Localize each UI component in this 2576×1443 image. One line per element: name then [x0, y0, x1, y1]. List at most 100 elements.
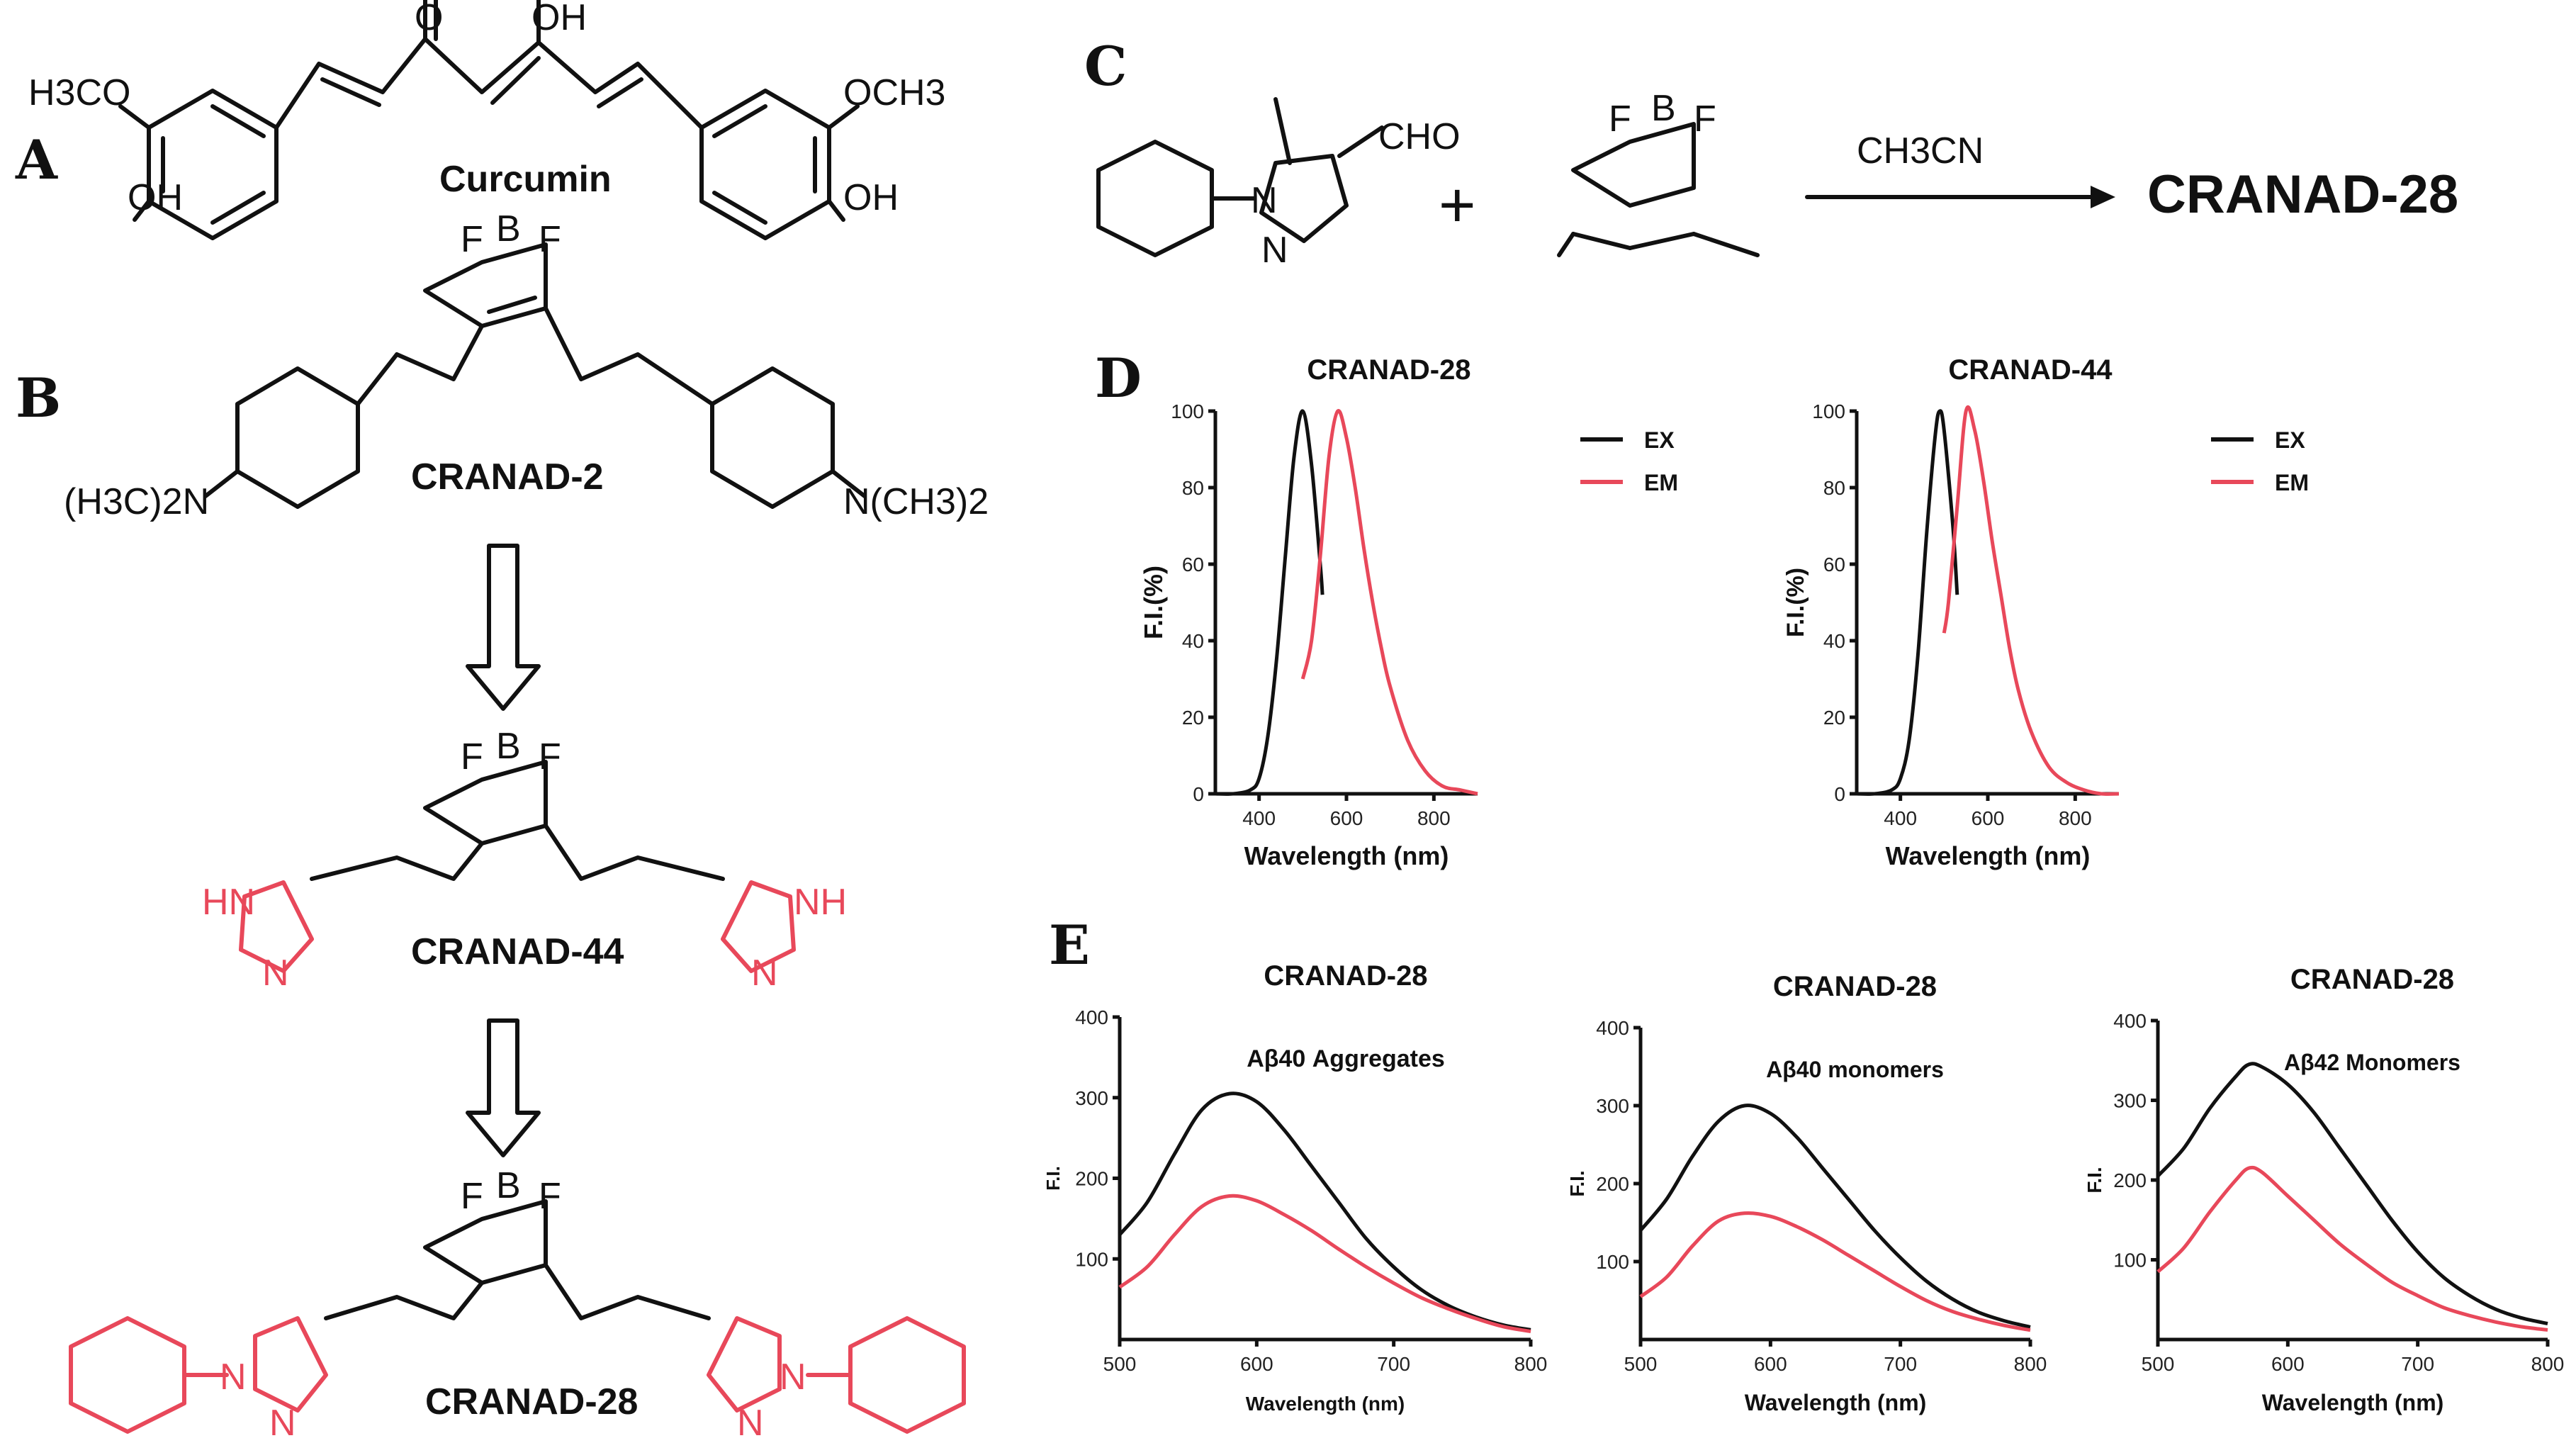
svg-text:F: F — [539, 736, 561, 777]
y-tick-label: 100 — [1171, 400, 1204, 422]
x-tick-label: 400 — [1884, 807, 1917, 829]
svg-text:N: N — [1251, 180, 1278, 221]
atom-h3co: H3CO — [28, 72, 130, 113]
panel-d-label: D — [1095, 347, 1142, 410]
series-line-em — [1300, 409, 1478, 796]
atom-o: O — [415, 0, 443, 38]
y-tick-label: 80 — [1823, 477, 1845, 499]
y-axis-label: F.I.(%) — [1782, 568, 1809, 637]
series-line-em — [1942, 405, 2120, 796]
compound-cranad-2: CRANAD-2 — [411, 456, 604, 498]
x-tick-label: 700 — [1884, 1353, 1917, 1375]
x-tick-label: 600 — [1330, 807, 1363, 829]
svg-text:F: F — [539, 1176, 561, 1217]
svg-text:N: N — [269, 1403, 296, 1443]
svg-text:B: B — [496, 208, 521, 249]
y-axis-label: F.I. — [1566, 1170, 1588, 1196]
x-tick-label: 800 — [2531, 1353, 2565, 1375]
x-tick-label: 600 — [1754, 1353, 1787, 1375]
y-tick-label: 40 — [1823, 630, 1845, 652]
atom-amine-left: (H3C)2N — [64, 481, 209, 522]
x-tick-label: 700 — [2401, 1353, 2434, 1375]
x-axis-label: Wavelength (nm) — [1745, 1390, 1927, 1415]
y-tick-label: 100 — [1812, 400, 1845, 422]
reagent-cho: CHO — [1378, 116, 1461, 157]
x-tick-label: 800 — [1514, 1353, 1548, 1375]
y-tick-label: 400 — [1075, 1006, 1108, 1028]
x-axis-label: Wavelength (nm) — [2262, 1390, 2444, 1415]
atom-oh-left: OH — [128, 177, 183, 218]
panel-b-label: B — [16, 366, 61, 429]
svg-text:B: B — [1651, 88, 1676, 129]
y-tick-label: 80 — [1182, 477, 1204, 499]
chart-subtitle: Aβ40 monomers — [1766, 1057, 1944, 1082]
chart-d-cranad-44: 0 20 40 60 80 100 400 600 800 CRANAD-44 Wavelength… — [1782, 354, 2309, 870]
atom-amine-right: N(CH3)2 — [843, 481, 989, 522]
y-tick-label: 200 — [1075, 1168, 1108, 1190]
y-tick-label: 40 — [1182, 630, 1204, 652]
panel-b: B F B F (H3C)2N N(CH3)2 CRANAD-2 F B F — [16, 208, 989, 1443]
chart-subtitle: Aβ40 Aggregates — [1247, 1045, 1445, 1072]
legend-label-em: EM — [2275, 470, 2309, 495]
series-line-ex — [1215, 409, 1324, 796]
x-tick-label: 700 — [1377, 1353, 1410, 1375]
series-line-black — [2156, 1062, 2548, 1325]
chart-title: CRANAD-28 — [1307, 354, 1470, 386]
svg-text:F: F — [461, 219, 483, 260]
series-line-red — [1639, 1211, 2031, 1332]
chart-e-abeta40-monomers: 100 200 300 400 500 600 700 800 CRANAD-28 Aβ40 mo… — [1566, 971, 2047, 1415]
cranad-2-structure: F B F (H3C)2N N(CH3)2 CRANAD-2 — [64, 208, 989, 522]
svg-text:F: F — [461, 736, 483, 777]
chart-d-cranad-28: 0 20 40 60 80 100 400 600 800 CRANAD-28 Wavelength… — [1139, 354, 1678, 870]
chart-title: CRANAD-28 — [2290, 964, 2454, 995]
series-line-red — [1118, 1194, 1531, 1334]
x-axis-label: Wavelength (nm) — [1244, 841, 1449, 870]
compound-cranad-44: CRANAD-44 — [411, 931, 624, 972]
y-tick-label: 20 — [1823, 707, 1845, 729]
svg-text:N: N — [220, 1357, 247, 1398]
svg-text:N: N — [751, 953, 778, 994]
y-tick-label: 20 — [1182, 707, 1204, 729]
x-tick-label: 800 — [2059, 807, 2092, 829]
reagent-phenyl — [1096, 140, 1214, 257]
y-tick-label: 100 — [1075, 1248, 1108, 1270]
cranad-44-structure: F B F HN N NH N CRANAD-44 — [202, 726, 847, 994]
panel-c: C CHO N N + F B F CH3CN CRANAD-28 — [1084, 35, 2458, 271]
y-axis-label: F.I. — [2083, 1167, 2105, 1193]
panel-a-label: A — [15, 128, 58, 191]
svg-text:N: N — [262, 953, 289, 994]
series-line-black — [1639, 1104, 2031, 1329]
x-tick-label: 800 — [1417, 807, 1451, 829]
compound-curcumin: Curcumin — [439, 159, 612, 200]
y-tick-label: 200 — [1596, 1173, 1629, 1195]
legend-label-ex: EX — [2275, 427, 2305, 453]
chart-title: CRANAD-28 — [1773, 971, 1937, 1002]
svg-text:B: B — [496, 726, 521, 767]
svg-text:N: N — [1261, 230, 1288, 271]
panel-e-label: E — [1049, 914, 1090, 977]
y-tick-label: 300 — [2113, 1090, 2147, 1112]
chart-e-abeta42-monomers: 100 200 300 400 500 600 700 800 CRANAD-28 Aβ42 Mo… — [2083, 964, 2564, 1415]
x-tick-label: 600 — [1972, 807, 2005, 829]
svg-text:F: F — [1609, 99, 1631, 140]
y-tick-label: 60 — [1182, 554, 1204, 575]
y-tick-label: 100 — [2113, 1250, 2147, 1271]
reaction-solvent: CH3CN — [1857, 130, 1984, 172]
atom-och3: OCH3 — [843, 72, 945, 113]
arrow-down-2 — [466, 1018, 541, 1157]
y-tick-label: 100 — [1596, 1251, 1629, 1273]
atom-oh: OH — [531, 0, 587, 38]
x-tick-label: 600 — [2271, 1353, 2305, 1375]
svg-text:F: F — [539, 219, 561, 260]
panel-c-label: C — [1084, 35, 1127, 98]
curcumin-right-ring — [699, 89, 831, 240]
svg-text:HN: HN — [202, 882, 255, 923]
x-tick-label: 500 — [1103, 1353, 1137, 1375]
panel-a: A O OH H3CO OH OCH3 OH Curcumin — [15, 0, 945, 240]
svg-text:F: F — [461, 1176, 483, 1217]
atom-oh-right: OH — [843, 177, 899, 218]
x-tick-label: 400 — [1242, 807, 1276, 829]
x-tick-label: 600 — [1240, 1353, 1273, 1375]
x-tick-label: 500 — [1624, 1353, 1658, 1375]
